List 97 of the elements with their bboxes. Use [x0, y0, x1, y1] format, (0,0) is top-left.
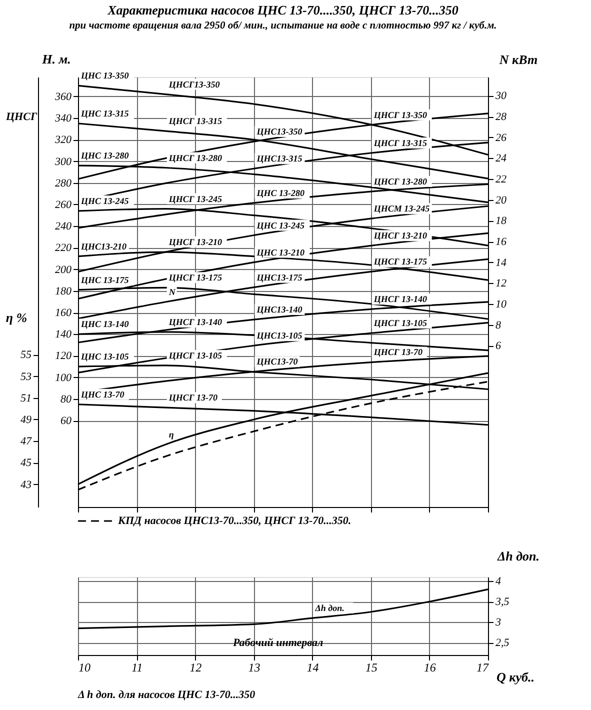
annotation: ЦНС13-210	[80, 241, 127, 252]
y2-tick-label: 26	[496, 132, 507, 144]
annotation: ЦНС 13-140	[80, 319, 130, 330]
annotation: ЦНСГ 13-280	[168, 152, 223, 163]
chart-subtitle: при частоте вращения вала 2950 об/ мин., испытание на воде с плотностью 997 кг / куб.м.	[69, 20, 497, 32]
y-tick-label: 100	[55, 372, 72, 384]
annotation: ЦНСГ13-350	[168, 79, 220, 90]
text: Δ h доп. для насосов ЦНС 13-70...350	[77, 689, 256, 701]
annotation: ЦНС 13-175	[80, 274, 130, 285]
chart-title: Характеристика насосов ЦНС 13-70....350, ЦНСГ 13-70...350	[106, 2, 459, 18]
annotation: ЦНС 13-280	[256, 188, 305, 198]
y-tick-label: 180	[55, 285, 72, 298]
annotation: ЦНСГ 13-315	[372, 138, 428, 148]
y-axis-title: Н. м.	[41, 52, 71, 67]
annotation: ЦНС 13-280	[80, 150, 130, 161]
y3-tick-label: 43	[20, 478, 32, 491]
y-tick-label: 3	[494, 616, 502, 629]
annotation: ЦНС 13-105	[80, 352, 130, 362]
y-tick-label: 360	[54, 90, 72, 103]
y-tick-label: 120	[55, 350, 72, 362]
y-tick-label: 60	[60, 415, 72, 428]
y-tick-label: 160	[55, 307, 72, 320]
y-tick-label: 300	[54, 156, 72, 168]
annotation: ЦНС13-140	[256, 304, 303, 315]
annotation: ЦНС 13-210	[256, 247, 305, 258]
annotation: ЦНС13-105	[256, 330, 303, 341]
y-tick-label: 260	[55, 198, 72, 211]
y3-tick-label: 49	[20, 414, 32, 426]
legend-label: КПД насосов ЦНС13-70...350, ЦНСГ 13-70...350.	[117, 515, 352, 527]
annotation: ЦНСГ 13-70	[168, 392, 218, 403]
annotation: ЦНС 13-245	[80, 196, 130, 206]
annotation: η	[168, 429, 174, 440]
annotation: ЦНСГ 13-245	[168, 194, 223, 204]
y3-axis-title: η %	[6, 310, 28, 325]
annotation: ЦНСГ 13-315	[168, 116, 223, 126]
x-tick-label: 17	[476, 660, 490, 674]
y-tick-label: 280	[55, 177, 72, 190]
x-tick-label: 16	[424, 660, 436, 674]
annotation: ЦНСГ 13-140	[168, 316, 223, 327]
y2-tick-label: 12	[496, 278, 507, 290]
y2-tick-label: 22	[496, 174, 507, 186]
y3-tick-label: 51	[20, 392, 32, 404]
y-tick-label: 4	[496, 576, 502, 588]
x-tick-label: 13	[248, 660, 260, 674]
y-tick-label: 3,5	[494, 596, 510, 608]
annotation: ЦНСГ 13-210	[168, 237, 223, 248]
y2-tick-label: 16	[496, 236, 507, 248]
y-tick-label: 240	[55, 220, 72, 233]
annotation: ЦНСГ 13-175	[372, 256, 428, 267]
annotation: ЦНСГ 13-140	[372, 294, 428, 304]
annotation: ЦНСМ 13-245	[372, 204, 430, 214]
annotation: ЦНС13-70	[256, 356, 298, 367]
y2-tick-label: 28	[496, 111, 507, 124]
annotation: ЦНС13-315	[256, 154, 303, 164]
y2-axis-title: N кВт	[498, 52, 538, 68]
annotation: ЦНС 13-245	[256, 220, 305, 230]
annotation: Δh доп.	[314, 603, 344, 614]
annotation: ЦНСГ 13-175	[168, 272, 223, 283]
annotation: ЦНС 13-350	[80, 70, 130, 81]
y3-tick-label: 53	[20, 370, 32, 383]
x-tick-label: 10	[78, 660, 90, 674]
annotation: N	[168, 286, 176, 297]
y3-tick-label: 45	[20, 457, 32, 470]
y-tick-label: 2,5	[496, 637, 510, 650]
y2-tick-label: 14	[496, 256, 507, 269]
y3-tick-label: 47	[20, 436, 32, 448]
x-tick-label: 12	[190, 660, 202, 674]
y-tick-label: 80	[60, 393, 72, 406]
y-tick-label: 320	[54, 134, 72, 146]
x-tick-label: 15	[365, 660, 378, 674]
y2-tick-label: 30	[494, 90, 507, 102]
x-tick-label: 14	[306, 660, 319, 674]
y2-tick-label: 6	[496, 340, 502, 352]
annotation: ЦНС 13-315	[80, 108, 130, 118]
annotation: ЦНСГ 13-105	[372, 318, 428, 328]
y2-tick-label: 24	[496, 152, 507, 165]
y2-tick-label: 20	[496, 194, 507, 206]
annotation: ЦНС 13-70	[80, 389, 125, 400]
y2-tick-label: 18	[496, 215, 507, 228]
y3-tick-label: 55	[20, 349, 32, 362]
annotation: ЦНС13-350	[256, 126, 303, 136]
y2-tick-label: 8	[496, 319, 502, 332]
y-tick-label: 140	[55, 328, 72, 341]
text: ЦНСГ	[5, 111, 38, 123]
x-tick-label: 11	[132, 660, 143, 674]
annotation: ЦНСГ 13-70	[372, 347, 424, 358]
annotation: ЦНСГ 13-350	[372, 110, 428, 120]
annotation: ЦНСГ 13-280	[372, 176, 428, 187]
y2-tick-label: 10	[496, 298, 507, 310]
y-tick-label: 340	[54, 112, 72, 125]
annotation: ЦНСГ 13-210	[372, 230, 428, 241]
y-tick-label: 220	[55, 242, 72, 254]
y-tick-label: 200	[55, 264, 72, 276]
x-axis-title: Q куб..	[496, 670, 534, 684]
annotation: ЦНС13-175	[256, 272, 303, 282]
annotation: ЦНСГ 13-105	[168, 350, 223, 360]
y-axis-title: Δh доп.	[496, 548, 540, 564]
